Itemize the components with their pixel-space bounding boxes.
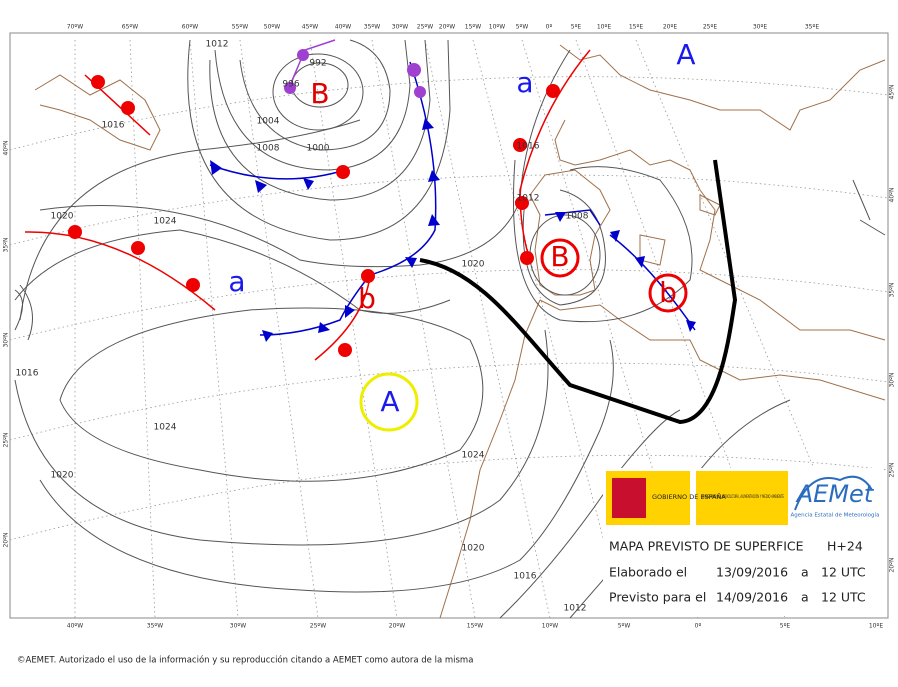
coat-of-arms xyxy=(612,478,646,518)
lon-label: 35ºW xyxy=(364,24,380,31)
isobar-label: 1008 xyxy=(257,144,280,154)
info-title: MAPA PREVISTO DE SUPERFICE xyxy=(609,539,804,554)
lon-label: 15ºW xyxy=(467,623,483,630)
info-date: 13/09/2016 xyxy=(716,565,788,580)
info-time: 12 UTC xyxy=(821,565,866,580)
lon-label: 35ºW xyxy=(147,623,163,630)
lon-label: 10ºW xyxy=(489,24,505,31)
lon-label: 60ºW xyxy=(182,24,198,31)
aemet-logo: AEMet xyxy=(795,480,875,508)
isobar-label: 1004 xyxy=(257,117,280,127)
isobar-label: 1012 xyxy=(564,604,587,614)
lon-label: 20ºE xyxy=(663,24,677,31)
lon-label: 40ºW xyxy=(67,623,83,630)
isobar-label: 1016 xyxy=(517,142,540,152)
lon-label: 15ºW xyxy=(465,24,481,31)
lon-label: 30ºW xyxy=(230,623,246,630)
isobar-label: 1012 xyxy=(206,40,229,50)
fronts xyxy=(24,39,696,361)
info-at: a xyxy=(801,565,809,580)
aemet-subtitle: Agencia Estatal de Meteorología xyxy=(791,512,880,519)
lon-label: 20ºW xyxy=(389,623,405,630)
lon-label: 45ºW xyxy=(302,24,318,31)
lat-label: 30ºN xyxy=(3,333,10,348)
pressure-center: b xyxy=(659,276,677,309)
lat-label: 30ºN xyxy=(889,373,896,388)
logo-text: MINISTERIO DE AGRICULTURA, ALIMENTACIÓN … xyxy=(702,494,784,499)
lon-label: 5ºE xyxy=(571,24,582,31)
lon-label: 30ºE xyxy=(753,24,767,31)
isobar-label: 1016 xyxy=(16,369,39,379)
lat-label: 20ºN xyxy=(3,533,10,548)
lon-label: 25ºE xyxy=(703,24,717,31)
isobar-label: 1008 xyxy=(566,212,589,222)
info-label: Previsto para el xyxy=(609,590,706,605)
info-date: 14/09/2016 xyxy=(716,590,788,605)
pressure-center: B xyxy=(550,240,569,273)
info-time: 12 UTC xyxy=(821,590,866,605)
lon-label: 30ºW xyxy=(392,24,408,31)
lon-label: 25ºW xyxy=(310,623,326,630)
lon-label: 55ºW xyxy=(232,24,248,31)
logo-text: GOBIERNO DE ESPAÑA xyxy=(652,492,726,501)
lon-label: 35ºE xyxy=(805,24,819,31)
isobar-label: 1020 xyxy=(51,212,74,222)
isobar-label: 1016 xyxy=(514,572,537,582)
lon-label: 25ºW xyxy=(417,24,433,31)
coastlines xyxy=(34,44,886,619)
info-label: Elaborado el xyxy=(609,565,687,580)
lat-label: 25ºN xyxy=(3,433,10,448)
lat-label: 35ºN xyxy=(3,238,10,253)
lat-label: 25ºN xyxy=(889,463,896,478)
lon-label: 10ºE xyxy=(597,24,611,31)
front-symbols xyxy=(68,49,696,432)
lon-label: 5ºE xyxy=(780,623,791,630)
isobar-label: 1016 xyxy=(102,121,125,131)
lon-label: 15ºE xyxy=(629,24,643,31)
pressure-center: b xyxy=(358,282,376,315)
lat-label: 20ºN xyxy=(889,558,896,573)
lat-label: 40ºN xyxy=(889,188,896,203)
lat-label: 40ºN xyxy=(3,141,10,156)
lon-label: 20ºW xyxy=(439,24,455,31)
lon-label: 5ºW xyxy=(516,24,529,31)
pressure-center: a xyxy=(228,265,245,298)
aemet-swoosh xyxy=(794,475,873,511)
isobar-label: 1024 xyxy=(154,423,177,433)
lon-label: 70ºW xyxy=(67,24,83,31)
isobar-label: 1020 xyxy=(462,544,485,554)
info-at: a xyxy=(801,590,809,605)
pressure-center: A xyxy=(676,38,695,71)
isobar-label: 992 xyxy=(309,59,326,69)
pressure-center: B xyxy=(310,77,329,110)
isobar-label: 1000 xyxy=(307,144,330,154)
lon-label: 0º xyxy=(546,24,553,31)
lon-label: 65ºW xyxy=(122,24,138,31)
trough-line xyxy=(419,159,738,425)
lon-label: 40ºW xyxy=(335,24,351,31)
lat-label: 35ºN xyxy=(889,283,896,298)
lon-label: 10ºW xyxy=(542,623,558,630)
isobar-label: 1020 xyxy=(462,260,485,270)
info-box xyxy=(603,468,883,616)
lon-label: 5ºW xyxy=(618,623,631,630)
logo-ministerio xyxy=(696,471,788,525)
pressure-center: A xyxy=(380,385,399,418)
info-horizon: H+24 xyxy=(827,539,863,554)
lat-label: 45ºN xyxy=(889,85,896,100)
isobar-label: 1024 xyxy=(154,217,177,227)
isobar-label: 1020 xyxy=(51,471,74,481)
isobar-label: 1024 xyxy=(462,451,485,461)
lon-label: 50ºW xyxy=(264,24,280,31)
graticule xyxy=(9,39,889,619)
isobar-label: 996 xyxy=(282,80,299,90)
isobar-label: 1012 xyxy=(517,194,540,204)
footer: ©AEMET. Autorizado el uso de la informac… xyxy=(17,655,473,666)
lon-label: 0º xyxy=(695,623,702,630)
pressure-center: a xyxy=(516,66,533,99)
lon-label: 10ºE xyxy=(869,623,883,630)
